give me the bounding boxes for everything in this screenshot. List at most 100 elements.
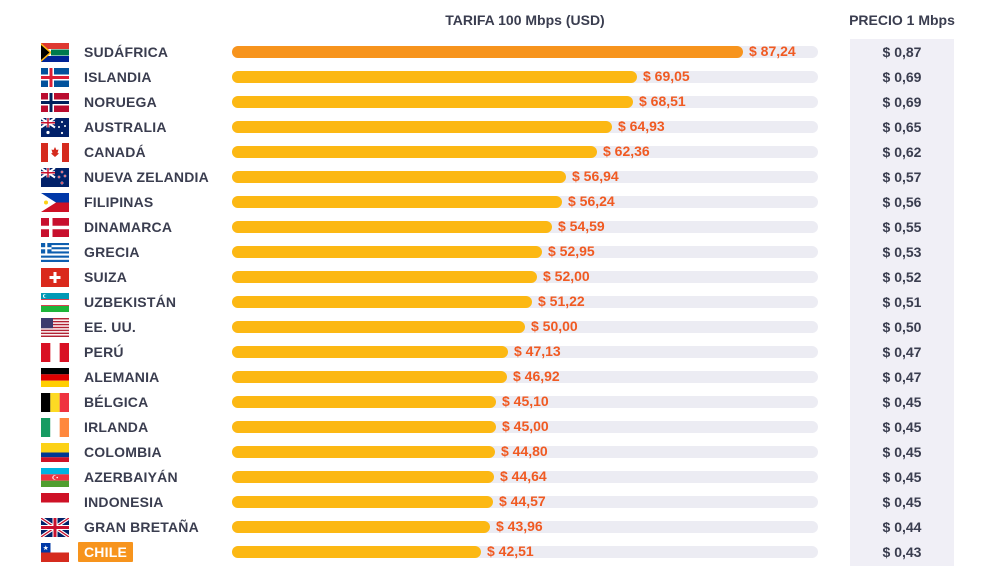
table-row: EE. UU. $ 50,00 $ 0,50	[0, 315, 1000, 340]
bar	[232, 71, 637, 83]
pe-flag-icon	[41, 343, 69, 362]
country-label: CANADÁ	[84, 144, 146, 160]
country-label: PERÚ	[84, 344, 124, 360]
table-row: NORUEGA $ 68,51 $ 0,69	[0, 90, 1000, 115]
za-flag-icon	[41, 43, 69, 62]
us-flag-icon	[41, 318, 69, 337]
table-row: GRECIA $ 52,95 $ 0,53	[0, 240, 1000, 265]
table-row: AZERBAIYÁN $ 44,64 $ 0,45	[0, 465, 1000, 490]
table-row: SUIZA $ 52,00 $ 0,52	[0, 265, 1000, 290]
bar-value-label: $ 52,95	[548, 243, 595, 259]
bar	[232, 121, 612, 133]
country-label: CHILE	[78, 542, 133, 562]
price-value: $ 0,53	[882, 244, 922, 260]
table-row: ALEMANIA $ 46,92 $ 0,47	[0, 365, 1000, 390]
country-label: GRECIA	[84, 244, 140, 260]
price-value: $ 0,45	[882, 444, 922, 460]
bar-value-label: $ 42,51	[487, 543, 534, 559]
country-label: UZBEKISTÁN	[84, 294, 177, 310]
table-row: AUSTRALIA $ 64,93 $ 0,65	[0, 115, 1000, 140]
country-label: NORUEGA	[84, 94, 157, 110]
bar-value-label: $ 54,59	[558, 218, 605, 234]
country-label: ALEMANIA	[84, 369, 160, 385]
price-value: $ 0,47	[882, 369, 922, 385]
bar	[232, 471, 494, 483]
bar-value-label: $ 56,94	[572, 168, 619, 184]
au-flag-icon	[41, 118, 69, 137]
price-value: $ 0,87	[882, 44, 922, 60]
bar	[232, 221, 552, 233]
price-value: $ 0,65	[882, 119, 922, 135]
bar-value-label: $ 44,64	[500, 468, 547, 484]
country-label: SUDÁFRICA	[84, 44, 169, 60]
bar	[232, 546, 481, 558]
bar-value-label: $ 68,51	[639, 93, 686, 109]
nz-flag-icon	[41, 168, 69, 187]
bar-value-label: $ 69,05	[643, 68, 690, 84]
bar	[232, 521, 490, 533]
price-value: $ 0,57	[882, 169, 922, 185]
bar-value-label: $ 44,80	[501, 443, 548, 459]
bar-value-label: $ 62,36	[603, 143, 650, 159]
bar-value-label: $ 45,10	[502, 393, 549, 409]
price-value: $ 0,45	[882, 494, 922, 510]
bar	[232, 496, 493, 508]
table-row: COLOMBIA $ 44,80 $ 0,45	[0, 440, 1000, 465]
country-label: DINAMARCA	[84, 219, 173, 235]
dk-flag-icon	[41, 218, 69, 237]
price-value: $ 0,50	[882, 319, 922, 335]
country-label: FILIPINAS	[84, 194, 154, 210]
co-flag-icon	[41, 443, 69, 462]
ie-flag-icon	[41, 418, 69, 437]
bar-value-label: $ 43,96	[496, 518, 543, 534]
table-row: UZBEKISTÁN $ 51,22 $ 0,51	[0, 290, 1000, 315]
table-row: ISLANDIA $ 69,05 $ 0,69	[0, 65, 1000, 90]
table-row: BÉLGICA $ 45,10 $ 0,45	[0, 390, 1000, 415]
price-value: $ 0,51	[882, 294, 922, 310]
price-value: $ 0,56	[882, 194, 922, 210]
bar-value-label: $ 51,22	[538, 293, 585, 309]
price-header: PRECIO 1 Mbps	[849, 12, 955, 28]
country-label: ISLANDIA	[84, 69, 152, 85]
table-row: FILIPINAS $ 56,24 $ 0,56	[0, 190, 1000, 215]
price-value: $ 0,45	[882, 419, 922, 435]
bar	[232, 96, 633, 108]
table-row: SUDÁFRICA $ 87,24 $ 0,87	[0, 40, 1000, 65]
price-value: $ 0,45	[882, 469, 922, 485]
uz-flag-icon	[41, 293, 69, 312]
be-flag-icon	[41, 393, 69, 412]
price-value: $ 0,45	[882, 394, 922, 410]
bar	[232, 371, 507, 383]
az-flag-icon	[41, 468, 69, 487]
price-value: $ 0,69	[882, 69, 922, 85]
bar	[232, 271, 537, 283]
table-row: PERÚ $ 47,13 $ 0,47	[0, 340, 1000, 365]
no-flag-icon	[41, 93, 69, 112]
bar-value-label: $ 87,24	[749, 43, 796, 59]
bar	[232, 396, 496, 408]
bar	[232, 446, 495, 458]
price-column	[850, 39, 954, 566]
country-label: INDONESIA	[84, 494, 164, 510]
bar-value-label: $ 50,00	[531, 318, 578, 334]
country-label: COLOMBIA	[84, 444, 162, 460]
price-value: $ 0,62	[882, 144, 922, 160]
id-flag-icon	[41, 493, 69, 512]
bar	[232, 321, 525, 333]
table-row: GRAN BRETAÑA $ 43,96 $ 0,44	[0, 515, 1000, 540]
bar-value-label: $ 56,24	[568, 193, 615, 209]
price-value: $ 0,44	[882, 519, 922, 535]
table-row: CHILE $ 42,51 $ 0,43	[0, 540, 1000, 565]
bar	[232, 196, 562, 208]
bar	[232, 421, 496, 433]
country-label: BÉLGICA	[84, 394, 149, 410]
gr-flag-icon	[41, 243, 69, 262]
table-row: INDONESIA $ 44,57 $ 0,45	[0, 490, 1000, 515]
price-value: $ 0,69	[882, 94, 922, 110]
tariff-header: TARIFA 100 Mbps (USD)	[445, 12, 605, 28]
bar-value-label: $ 45,00	[502, 418, 549, 434]
country-label: AUSTRALIA	[84, 119, 167, 135]
cl-flag-icon	[41, 543, 69, 562]
country-label: EE. UU.	[84, 319, 136, 335]
